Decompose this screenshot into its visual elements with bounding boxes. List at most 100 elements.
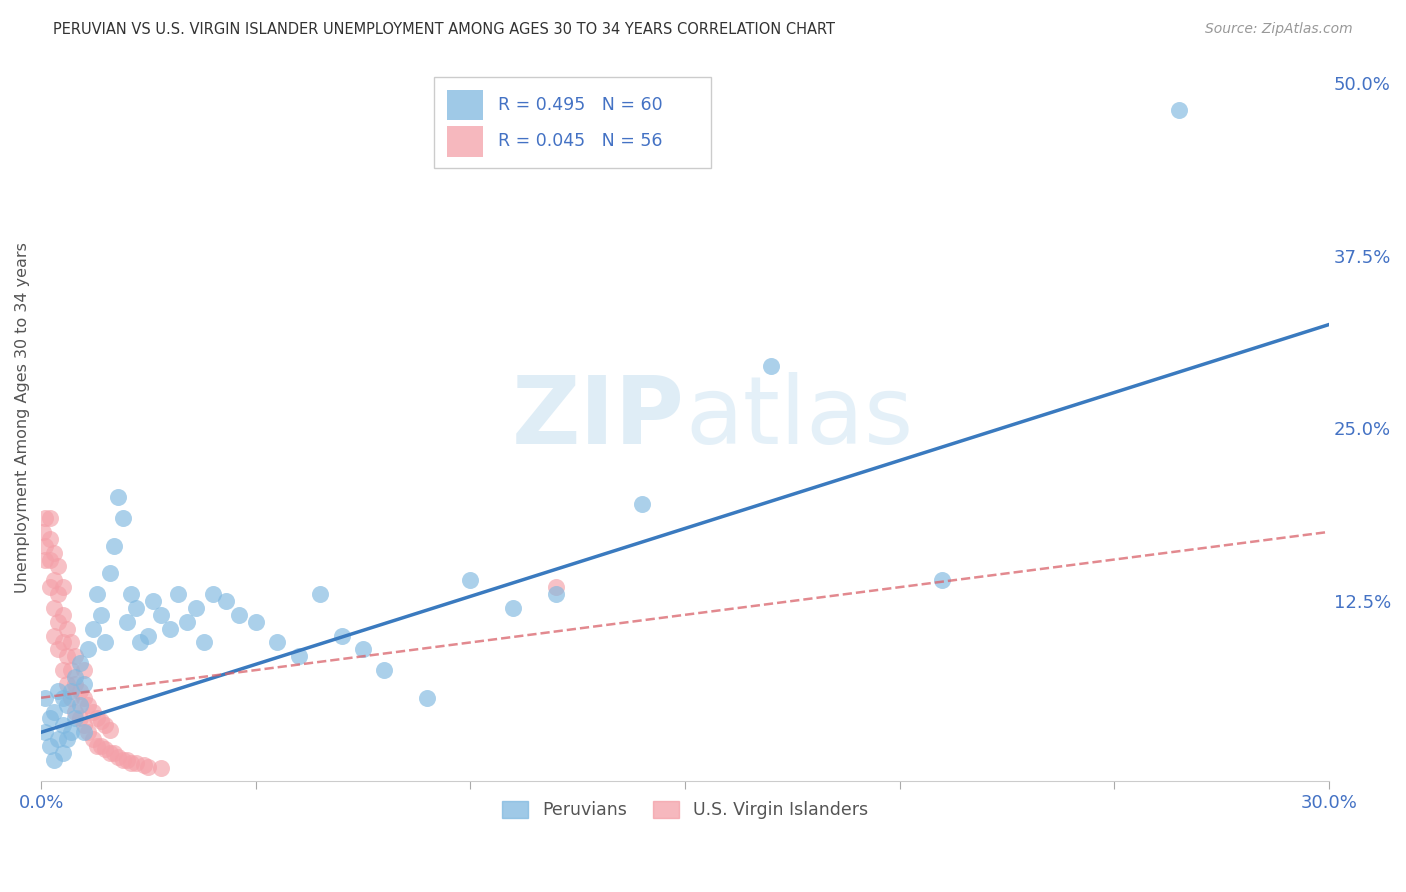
Point [111, 753, 134, 767]
Point [46, 732, 69, 747]
FancyBboxPatch shape [434, 77, 710, 168]
Point [416, 690, 439, 705]
Point [759, 359, 782, 373]
Point [69, 698, 91, 712]
Point [228, 607, 250, 622]
Point [73, 677, 96, 691]
Point [373, 663, 395, 677]
Point [86, 587, 108, 601]
Point [546, 580, 568, 594]
Point [60, 635, 83, 649]
Point [52, 690, 75, 705]
Point [42, 546, 65, 560]
Point [77, 698, 100, 712]
Point [73, 663, 96, 677]
Point [330, 628, 353, 642]
Point [38, 511, 60, 525]
Point [52, 746, 75, 760]
Point [128, 635, 150, 649]
Point [34, 690, 56, 705]
Point [138, 760, 160, 774]
Point [546, 587, 568, 601]
Point [77, 725, 100, 739]
Point [309, 587, 332, 601]
Point [107, 491, 129, 505]
Point [215, 594, 238, 608]
Text: ZIP: ZIP [512, 372, 685, 464]
Point [142, 594, 165, 608]
Point [60, 663, 83, 677]
Point [65, 711, 87, 725]
Point [167, 587, 190, 601]
Point [98, 566, 121, 581]
Point [52, 635, 75, 649]
Point [94, 635, 117, 649]
Text: Source: ZipAtlas.com: Source: ZipAtlas.com [1205, 22, 1353, 37]
Point [56, 649, 79, 664]
Point [69, 683, 91, 698]
Point [38, 739, 60, 753]
Point [107, 750, 129, 764]
Point [46, 615, 69, 629]
Point [245, 615, 267, 629]
Point [65, 677, 87, 691]
Point [103, 539, 125, 553]
Point [115, 753, 138, 767]
Point [46, 683, 69, 698]
Point [73, 725, 96, 739]
Point [1167, 103, 1189, 118]
Point [65, 670, 87, 684]
Point [46, 642, 69, 657]
Point [46, 587, 69, 601]
Point [56, 677, 79, 691]
Point [46, 559, 69, 574]
Point [34, 552, 56, 566]
Point [193, 635, 215, 649]
Point [138, 628, 160, 642]
FancyBboxPatch shape [447, 127, 482, 157]
Point [352, 642, 374, 657]
Point [42, 601, 65, 615]
Point [159, 622, 181, 636]
Point [52, 580, 75, 594]
Point [69, 711, 91, 725]
Point [150, 761, 173, 775]
Point [42, 753, 65, 767]
Text: R = 0.045   N = 56: R = 0.045 N = 56 [498, 133, 662, 151]
Point [98, 723, 121, 737]
Point [60, 725, 83, 739]
Point [82, 622, 104, 636]
Y-axis label: Unemployment Among Ages 30 to 34 years: Unemployment Among Ages 30 to 34 years [15, 243, 30, 593]
Point [120, 756, 142, 770]
Point [90, 739, 112, 753]
Point [134, 758, 156, 772]
Text: PERUVIAN VS U.S. VIRGIN ISLANDER UNEMPLOYMENT AMONG AGES 30 TO 34 YEARS CORRELAT: PERUVIAN VS U.S. VIRGIN ISLANDER UNEMPLO… [53, 22, 835, 37]
Point [38, 552, 60, 566]
Point [65, 705, 87, 719]
Point [34, 539, 56, 553]
Point [42, 705, 65, 719]
Point [94, 742, 117, 756]
Point [201, 587, 224, 601]
Point [86, 739, 108, 753]
Point [176, 615, 198, 629]
Point [124, 601, 146, 615]
Point [460, 574, 482, 588]
Point [65, 649, 87, 664]
Point [120, 587, 142, 601]
Point [115, 615, 138, 629]
Point [34, 725, 56, 739]
Point [124, 756, 146, 770]
Point [69, 656, 91, 670]
Point [266, 635, 288, 649]
Point [502, 601, 524, 615]
Point [73, 718, 96, 732]
Point [42, 574, 65, 588]
Point [42, 628, 65, 642]
Point [287, 649, 309, 664]
Point [90, 714, 112, 729]
Point [52, 718, 75, 732]
Point [38, 711, 60, 725]
Point [52, 663, 75, 677]
Point [150, 607, 173, 622]
